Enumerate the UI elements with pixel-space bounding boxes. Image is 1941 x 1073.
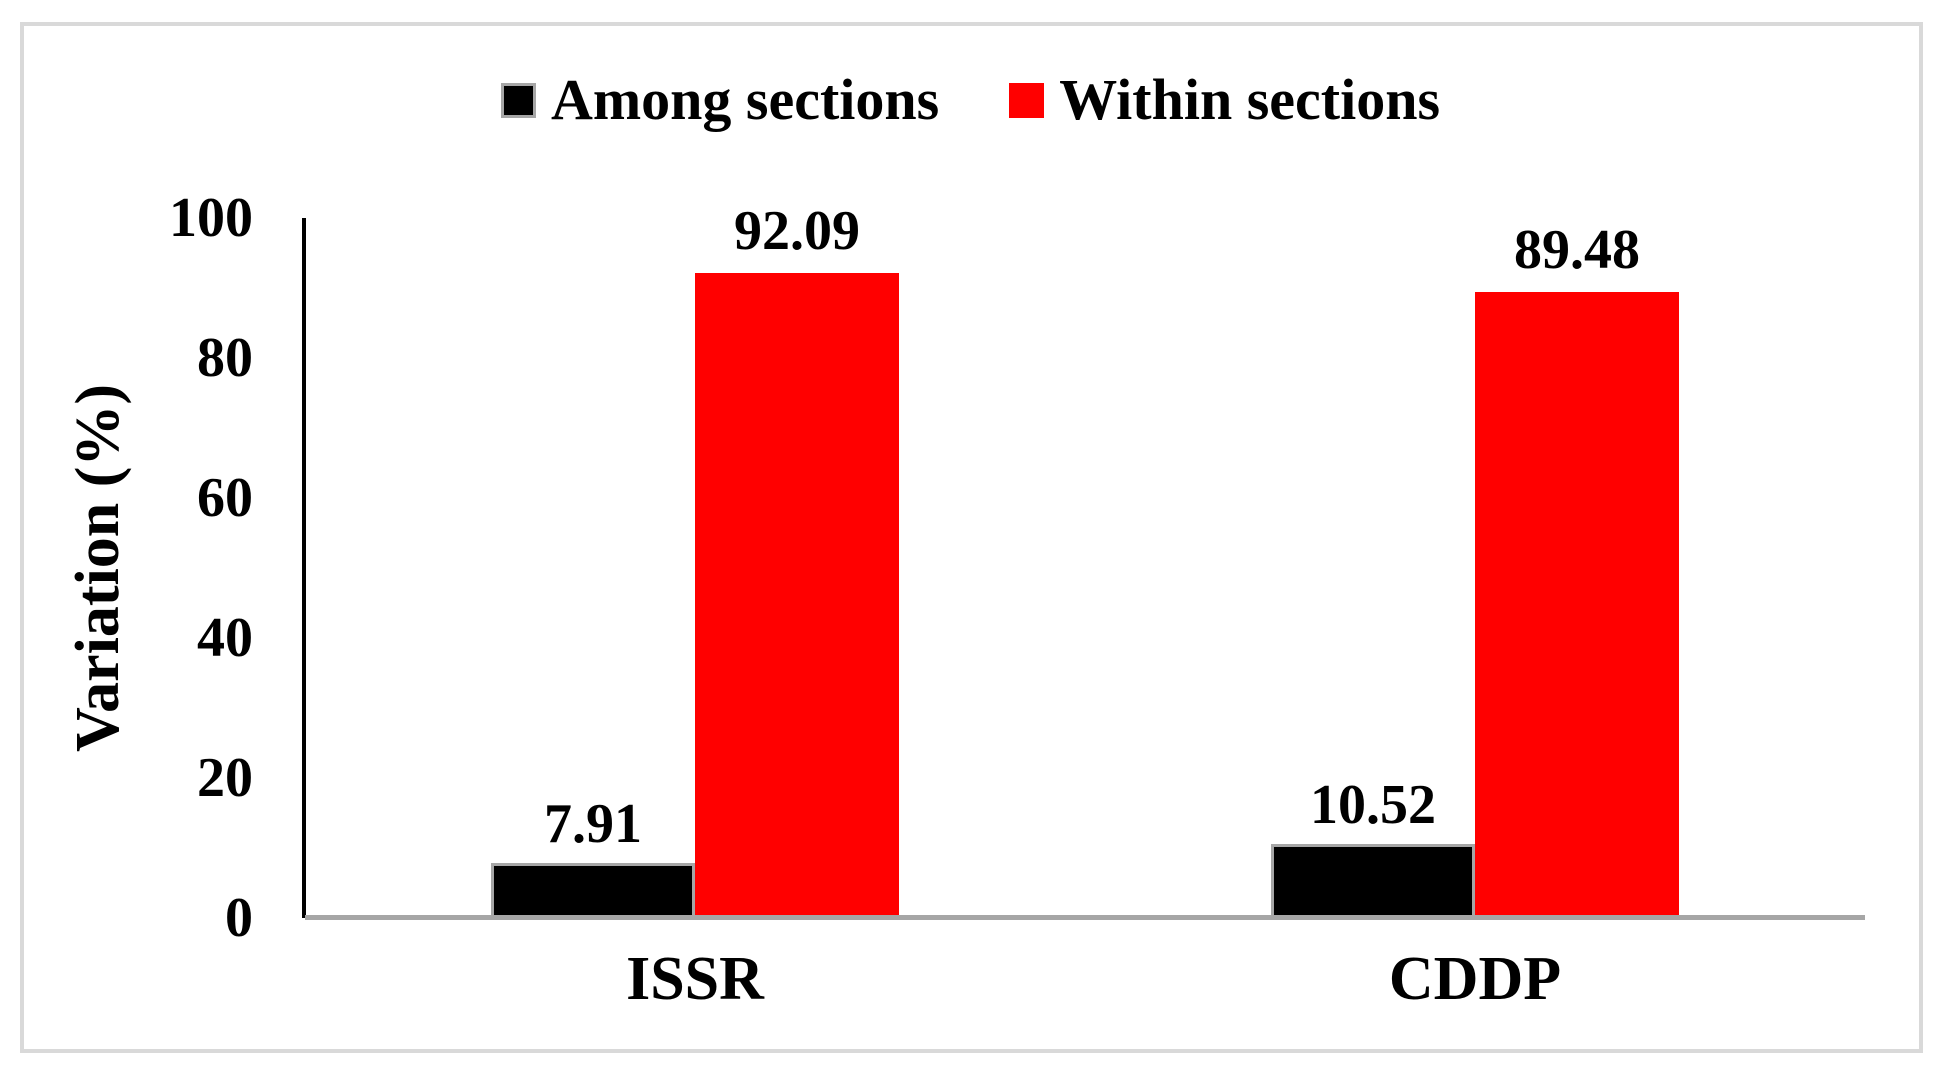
bar-among-sections-cddp: 10.52 xyxy=(1271,777,1475,918)
bar-among-sections-issr: 7.91 xyxy=(491,796,695,918)
data-label-among-sections-issr: 7.91 xyxy=(544,792,642,855)
bar-within-sections-issr: 92.09 xyxy=(695,203,899,918)
y-tick-label-20: 20 xyxy=(197,747,253,809)
legend-item-among-sections: Among sections xyxy=(500,67,940,132)
legend-label-within-sections: Within sections xyxy=(1059,67,1441,132)
legend-item-within-sections: Within sections xyxy=(1009,71,1440,129)
y-axis-title: Variation (%) xyxy=(64,384,132,752)
legend: Among sections Within sections xyxy=(0,60,1941,140)
y-tick-label-40: 40 xyxy=(197,607,253,669)
x-axis-label-cddp: CDDP xyxy=(1388,945,1562,1013)
legend-label-among-sections: Among sections xyxy=(550,67,940,132)
plot-area: 7.91 92.09 10.52 89.48 xyxy=(305,203,1865,918)
data-label-within-sections-cddp: 89.48 xyxy=(1514,218,1640,281)
x-axis-label-issr: ISSR xyxy=(626,945,764,1013)
x-axis-labels: ISSR CDDP xyxy=(305,948,1865,1010)
legend-swatch-among-sections xyxy=(500,82,536,118)
bar-within-sections-cddp: 89.48 xyxy=(1475,222,1679,918)
y-tick-label-80: 80 xyxy=(197,327,253,389)
y-tick-label-0: 0 xyxy=(225,887,253,949)
bar-group-issr: 7.91 92.09 xyxy=(305,203,1085,918)
bar-group-cddp: 10.52 89.48 xyxy=(1085,218,1865,918)
data-label-within-sections-issr: 92.09 xyxy=(734,200,860,263)
x-axis-line xyxy=(305,915,1865,920)
data-label-among-sections-cddp: 10.52 xyxy=(1310,774,1436,837)
chart-panel-border xyxy=(20,22,1923,1053)
legend-swatch-within-sections xyxy=(1009,82,1045,118)
y-axis-line xyxy=(302,218,306,918)
y-tick-label-60: 60 xyxy=(197,467,253,529)
y-tick-label-100: 100 xyxy=(169,187,253,249)
